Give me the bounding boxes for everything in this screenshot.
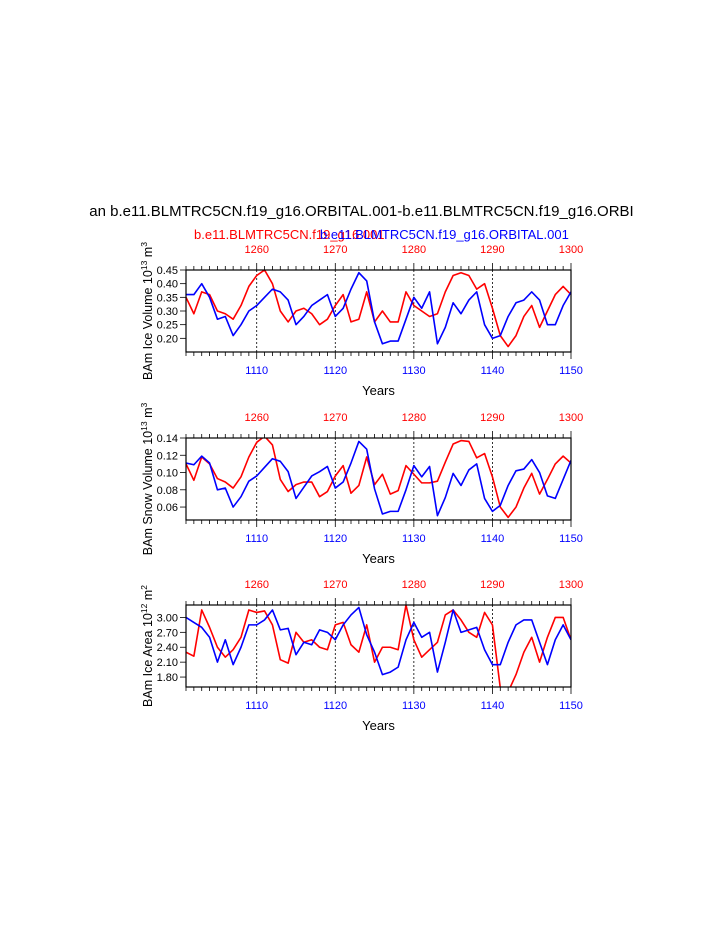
x-axis-label: Years bbox=[362, 718, 395, 733]
y-axis-label: BAm Ice Area 1012 m2 bbox=[139, 585, 155, 707]
x-tick-label: 1130 bbox=[402, 533, 426, 545]
x-top-tick-label: 1300 bbox=[559, 244, 583, 256]
series-line-blue bbox=[186, 440, 571, 517]
legend-case-red: b.e11.BLMTRC5CN.f19_g16.001 bbox=[194, 227, 385, 242]
x-tick-label: 1110 bbox=[245, 700, 268, 712]
x-top-tick-label: 1270 bbox=[323, 579, 347, 591]
x-tick-label: 1120 bbox=[323, 365, 347, 377]
panel-3: 1110 1120 1130 1140 1150 1260 1270 1280 1290 1300… bbox=[139, 579, 583, 733]
y-tick-label: 0.35 bbox=[157, 292, 178, 304]
y-tick-label: 0.10 bbox=[157, 468, 178, 480]
x-top-tick-label: 1260 bbox=[244, 412, 268, 424]
y-tick-label: 0.40 bbox=[157, 279, 178, 291]
y-axis-label-part: BAm Snow Volume 10 bbox=[141, 431, 155, 555]
y-axis-label-part: m bbox=[141, 590, 155, 604]
x-top-tick-label: 1290 bbox=[480, 244, 504, 256]
series-line-blue bbox=[186, 271, 571, 345]
series-line-red bbox=[186, 605, 571, 687]
y-tick-label: 0.45 bbox=[157, 265, 178, 277]
y-axis-label-part: BAm Ice Area 10 bbox=[141, 613, 155, 707]
y-tick-label: 3.00 bbox=[157, 612, 178, 624]
x-tick-label: 1110 bbox=[245, 365, 268, 377]
x-tick-label: 1120 bbox=[323, 533, 347, 545]
y-axis-label-part: 2 bbox=[139, 585, 149, 590]
x-top-tick-label: 1260 bbox=[244, 244, 268, 256]
series-line-red bbox=[186, 270, 571, 348]
y-axis-label-part: 13 bbox=[139, 421, 149, 431]
x-tick-label: 1120 bbox=[323, 700, 347, 712]
x-top-tick-label: 1270 bbox=[323, 412, 347, 424]
x-top-tick-label: 1260 bbox=[244, 579, 268, 591]
y-tick-label: 0.08 bbox=[157, 485, 178, 497]
x-tick-label: 1140 bbox=[481, 365, 505, 377]
y-axis-label-part: BAm Ice Volume 10 bbox=[141, 270, 155, 380]
plot-frame bbox=[185, 604, 572, 688]
x-top-tick-label: 1280 bbox=[402, 579, 426, 591]
x-top-tick-label: 1280 bbox=[402, 244, 426, 256]
x-tick-label: 1150 bbox=[559, 700, 583, 712]
x-top-tick-label: 1280 bbox=[402, 412, 426, 424]
y-axis-label-part: 12 bbox=[139, 603, 149, 613]
y-tick-label: 2.40 bbox=[157, 642, 178, 654]
x-top-tick-label: 1300 bbox=[559, 412, 583, 424]
y-axis-label: BAm Ice Volume 1013 m3 bbox=[139, 242, 155, 380]
x-top-tick-label: 1290 bbox=[480, 412, 504, 424]
y-tick-label: 0.12 bbox=[157, 450, 178, 462]
y-tick-label: 2.70 bbox=[157, 627, 178, 639]
series-line-red bbox=[186, 438, 571, 519]
panel-2: 1110 1120 1130 1140 1150 1260 1270 1280 1290 1300… bbox=[139, 403, 583, 567]
x-tick-label: 1140 bbox=[481, 533, 505, 545]
plot-frame bbox=[185, 437, 572, 521]
x-tick-label: 1150 bbox=[559, 533, 583, 545]
y-tick-label: 0.14 bbox=[157, 433, 178, 445]
y-axis-label-part: 3 bbox=[139, 242, 149, 247]
x-tick-label: 1150 bbox=[559, 365, 583, 377]
y-tick-label: 2.10 bbox=[157, 657, 178, 669]
x-top-tick-label: 1300 bbox=[559, 579, 583, 591]
x-axis-label: Years bbox=[362, 551, 395, 566]
y-tick-label: 0.06 bbox=[157, 502, 178, 514]
chart-title: an b.e11.BLMTRC5CN.f19_g16.ORBITAL.001-b… bbox=[89, 203, 634, 220]
x-tick-label: 1130 bbox=[402, 365, 426, 377]
legend-case-blue: b.e11.BLMTRC5CN.f19_g16.ORBITAL.001 bbox=[320, 227, 569, 242]
x-top-tick-label: 1290 bbox=[480, 579, 504, 591]
y-tick-label: 0.20 bbox=[157, 333, 178, 345]
y-tick-label: 0.30 bbox=[157, 306, 178, 318]
y-tick-label: 0.25 bbox=[157, 320, 178, 332]
x-tick-label: 1130 bbox=[402, 700, 426, 712]
y-tick-label: 1.80 bbox=[157, 672, 178, 684]
y-axis-label-part: m bbox=[141, 408, 155, 422]
y-axis-label: BAm Snow Volume 1013 m3 bbox=[139, 403, 155, 556]
x-tick-label: 1110 bbox=[245, 533, 268, 545]
x-axis-label: Years bbox=[362, 383, 395, 398]
x-top-tick-label: 1270 bbox=[323, 244, 347, 256]
x-tick-label: 1140 bbox=[481, 700, 505, 712]
y-axis-label-part: 13 bbox=[139, 260, 149, 270]
series-line-blue bbox=[186, 606, 571, 676]
y-axis-label-part: 3 bbox=[139, 403, 149, 408]
y-axis-label-part: m bbox=[141, 247, 155, 261]
panel-1: 1110 1120 1130 1140 1150 1260 1270 1280 1290 1300… bbox=[139, 242, 583, 398]
